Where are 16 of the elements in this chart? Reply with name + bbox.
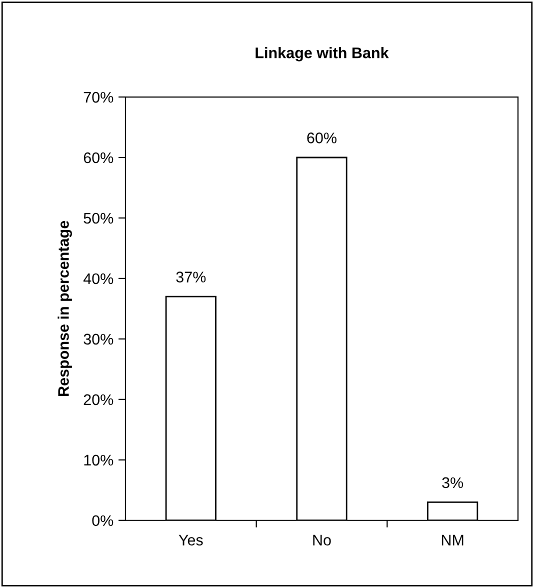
x-tick-label: Yes: [178, 534, 203, 546]
y-tick-label: 20%: [84, 394, 114, 406]
y-tick-label: 30%: [84, 334, 114, 345]
y-axis-title: Response in percentage: [58, 220, 72, 396]
y-tick-label: 70%: [84, 92, 114, 103]
data-label: 37%: [176, 272, 206, 282]
chart-title: Linkage with Bank: [256, 47, 389, 62]
y-tick-label: 50%: [84, 212, 114, 224]
y-tick-label: 60%: [84, 152, 114, 164]
y-tick-label: 0%: [92, 515, 114, 526]
y-tick-label: 40%: [83, 273, 114, 284]
data-label: 60%: [307, 132, 336, 144]
data-label: 3%: [442, 477, 464, 488]
x-tick-label: No: [313, 534, 331, 546]
y-tick-label: 10%: [84, 454, 114, 466]
x-tick-label: NM: [442, 534, 464, 546]
